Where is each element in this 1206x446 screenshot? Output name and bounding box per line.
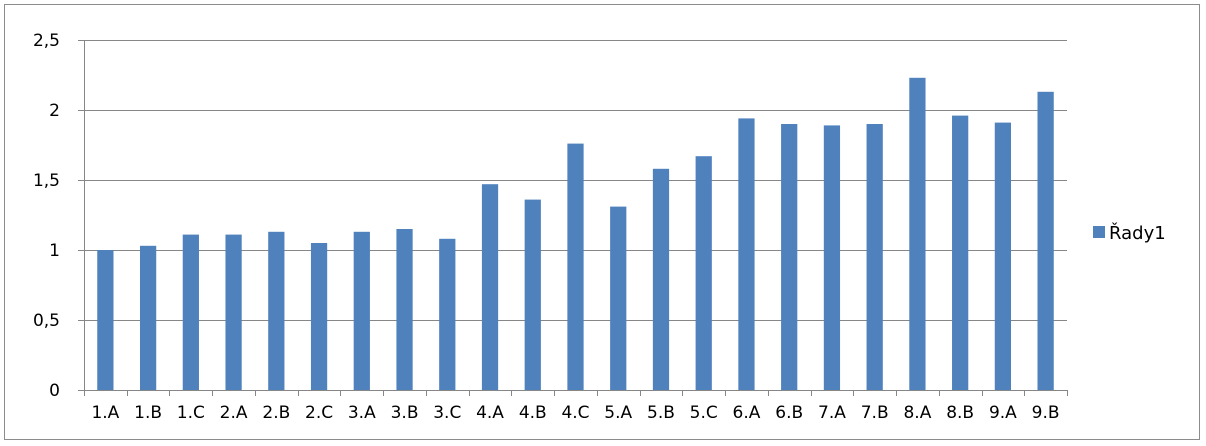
y-tick-label: 2,5 [33, 31, 60, 51]
bar [781, 124, 798, 390]
legend-label: Řady1 [1109, 222, 1166, 244]
bar [396, 229, 413, 390]
x-tick-label: 6.A [733, 403, 761, 423]
bar [310, 243, 328, 390]
x-tick-label: 2.A [220, 403, 248, 423]
bar [610, 206, 627, 390]
bar [823, 125, 841, 391]
x-tick-label: 3.B [391, 403, 419, 423]
x-tick-label: 5.B [647, 403, 675, 423]
x-tick-labels: 1.A 1.B 1.C 2.A 2.B 2.C 3.A 3.B 3.C 4.A 4.B 4.C 5.A 5… [91, 403, 1059, 423]
x-tick-label: 7.B [861, 403, 889, 423]
x-tick-label: 9.B [1032, 403, 1060, 423]
bar [695, 156, 712, 390]
legend-swatch [1093, 226, 1105, 238]
bar [524, 199, 541, 390]
y-tick-label: 0,5 [33, 311, 60, 331]
legend: Řady1 [1093, 222, 1166, 244]
bar [738, 118, 755, 391]
x-tick-label: 5.A [604, 403, 632, 423]
bar [268, 231, 285, 390]
y-tick-label: 1 [49, 241, 60, 261]
bar [139, 245, 157, 390]
y-tick-label: 0 [49, 381, 60, 401]
bar [909, 77, 926, 391]
x-tick-label: 2.C [305, 403, 333, 423]
bar [225, 234, 242, 390]
x-tick-label: 7.A [818, 403, 846, 423]
x-tick-label: 1.B [134, 403, 162, 423]
y-tick-label: 2 [49, 101, 60, 121]
bar [652, 168, 670, 390]
bar [567, 143, 584, 390]
x-tick-label: 1.A [91, 403, 119, 423]
x-tick-label: 3.A [348, 403, 376, 423]
x-tick-label: 9.A [989, 403, 1017, 423]
x-tick-label: 4.C [561, 403, 589, 423]
bar [97, 250, 114, 390]
y-tick-labels: 0 0,5 1 1,5 2 2,5 [33, 31, 60, 401]
x-tick-label: 5.C [690, 403, 718, 423]
axes [84, 40, 1067, 391]
x-tick-label: 6.B [775, 403, 803, 423]
bar-series [97, 77, 1054, 391]
x-tick-label: 2.B [262, 403, 290, 423]
x-tick-label: 3.C [433, 403, 461, 423]
bar [1037, 91, 1054, 391]
x-tick-label: 1.C [177, 403, 205, 423]
bar [481, 184, 499, 390]
y-tick-label: 1,5 [33, 171, 60, 191]
x-tick-label: 4.B [519, 403, 547, 423]
bar [353, 231, 370, 390]
bar [994, 122, 1012, 390]
x-tick-label: 4.A [476, 403, 504, 423]
x-tick-label: 8.A [903, 403, 931, 423]
bar [866, 124, 883, 390]
bar [182, 234, 199, 390]
x-tick-label: 8.B [946, 403, 974, 423]
bar [439, 238, 456, 390]
bar [952, 115, 969, 390]
